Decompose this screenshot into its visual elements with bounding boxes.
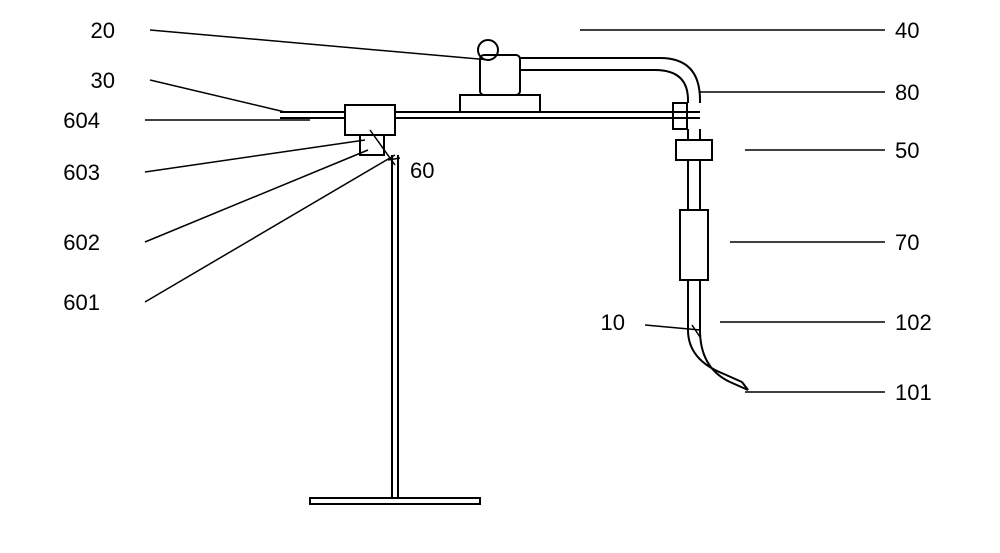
label-20: 20 bbox=[91, 18, 115, 43]
leader-20 bbox=[150, 30, 490, 60]
device-20 bbox=[460, 40, 540, 112]
label-80: 80 bbox=[895, 80, 919, 105]
diagram-canvas: 20 30 604 603 602 601 60 10 40 80 50 70 … bbox=[0, 0, 1000, 553]
label-60: 60 bbox=[410, 158, 434, 183]
stand bbox=[310, 155, 480, 504]
leader-lines bbox=[145, 30, 885, 392]
label-50: 50 bbox=[895, 138, 919, 163]
tube-70-102 bbox=[688, 280, 700, 330]
joint-80 bbox=[673, 103, 687, 129]
label-604: 604 bbox=[63, 108, 100, 133]
labels: 20 30 604 603 602 601 60 10 40 80 50 70 … bbox=[63, 18, 931, 405]
label-40: 40 bbox=[895, 18, 919, 43]
clamp-block-60 bbox=[280, 105, 395, 155]
leader-602 bbox=[145, 150, 368, 242]
arm-30 bbox=[395, 112, 700, 118]
label-603: 603 bbox=[63, 160, 100, 185]
label-10: 10 bbox=[601, 310, 625, 335]
label-102: 102 bbox=[895, 310, 932, 335]
label-601: 601 bbox=[63, 290, 100, 315]
label-70: 70 bbox=[895, 230, 919, 255]
label-30: 30 bbox=[91, 68, 115, 93]
label-602: 602 bbox=[63, 230, 100, 255]
leader-601 bbox=[145, 155, 395, 302]
leader-10 bbox=[645, 325, 700, 337]
leader-603 bbox=[145, 140, 365, 172]
connector-50 bbox=[676, 140, 712, 160]
apparatus bbox=[280, 40, 748, 504]
component-70 bbox=[680, 210, 708, 280]
leader-30 bbox=[150, 80, 285, 112]
tube-50-70 bbox=[688, 160, 700, 210]
label-101: 101 bbox=[895, 380, 932, 405]
tube-40 bbox=[520, 58, 700, 103]
tube-to-50 bbox=[688, 129, 700, 140]
tip-102-101 bbox=[688, 330, 748, 390]
